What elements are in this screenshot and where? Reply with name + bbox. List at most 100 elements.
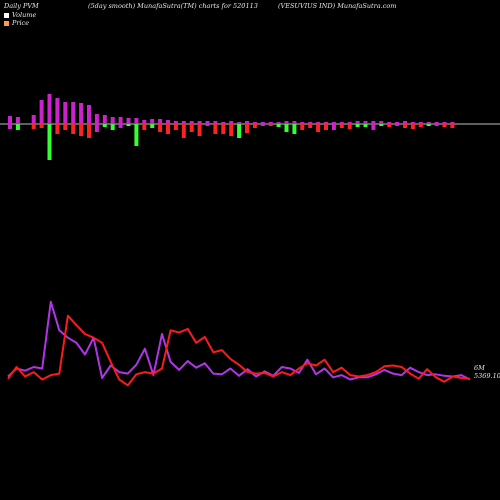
volume-bar-down-18 bbox=[150, 124, 155, 128]
volume-bar-down-15 bbox=[126, 124, 131, 126]
volume-bar-up-20 bbox=[166, 120, 170, 124]
volume-bar-down-40 bbox=[324, 124, 328, 130]
volume-bar-down-20 bbox=[166, 124, 170, 134]
volume-bar-up-42 bbox=[339, 122, 344, 124]
chart-header-center: (5day smooth) MunafaSutra(TM) charts for… bbox=[88, 2, 258, 10]
volume-bar-down-50 bbox=[403, 124, 407, 128]
volume-bar-down-6 bbox=[55, 124, 60, 134]
volume-bar-up-0 bbox=[8, 116, 12, 124]
volume-bar-up-37 bbox=[300, 122, 305, 124]
price-line bbox=[7, 314, 471, 387]
volume-bar-up-46 bbox=[371, 121, 376, 124]
volume-bar-down-9 bbox=[79, 124, 84, 136]
volume-bar-down-17 bbox=[142, 124, 147, 130]
volume-bar-up-27 bbox=[221, 122, 226, 124]
volume-bar-down-45 bbox=[363, 124, 368, 127]
volume-bar-up-6 bbox=[55, 98, 60, 124]
volume-bar-down-39 bbox=[316, 124, 321, 132]
chart-header-left: Daily PVM bbox=[4, 2, 39, 10]
volume-bar-down-30 bbox=[245, 124, 249, 133]
volume-bar-down-42 bbox=[339, 124, 344, 128]
volume-bar-down-19 bbox=[158, 124, 163, 132]
volume-bar-down-32 bbox=[260, 124, 265, 126]
legend-volume-label: Volume bbox=[12, 11, 37, 19]
volume-bar-up-1 bbox=[15, 117, 20, 124]
volume-bar-up-22 bbox=[181, 121, 186, 124]
volume-bar-up-50 bbox=[403, 121, 407, 124]
volume-bar-up-36 bbox=[292, 121, 297, 124]
volume-bar-up-54 bbox=[434, 122, 439, 124]
volume-bar-up-39 bbox=[316, 122, 321, 124]
legend-volume: Volume bbox=[4, 11, 36, 19]
volume-bar-down-23 bbox=[189, 124, 194, 132]
volume-bar-up-45 bbox=[363, 121, 368, 124]
volume-bar-up-43 bbox=[347, 122, 352, 124]
volume-bar-down-27 bbox=[221, 124, 226, 134]
volume-bar-down-3 bbox=[31, 124, 36, 129]
volume-bar-up-16 bbox=[134, 118, 139, 124]
volume-bar-down-52 bbox=[418, 124, 423, 127]
volume-bar-up-7 bbox=[63, 102, 68, 124]
volume-bar-down-12 bbox=[102, 124, 107, 127]
volume-bar-down-7 bbox=[63, 124, 68, 130]
volume-bar-up-41 bbox=[331, 122, 336, 124]
volume-bar-down-34 bbox=[276, 124, 281, 127]
volume-bar-up-24 bbox=[197, 121, 202, 124]
volume-bar-down-36 bbox=[292, 124, 297, 134]
volume-bar-down-22 bbox=[181, 124, 186, 138]
volume-bar-up-56 bbox=[450, 122, 455, 124]
volume-bar-up-14 bbox=[118, 117, 123, 124]
volume-bar-up-18 bbox=[150, 119, 155, 124]
volume-bar-down-54 bbox=[434, 124, 439, 126]
volume-bar-up-5 bbox=[47, 94, 52, 124]
volume-bar-down-5 bbox=[47, 124, 52, 160]
volume-bar-up-30 bbox=[245, 121, 249, 124]
volume-bar-up-9 bbox=[79, 103, 84, 124]
volume-bar-down-11 bbox=[94, 124, 99, 132]
volume-bar-up-49 bbox=[395, 122, 400, 124]
volume-bar-up-53 bbox=[426, 122, 431, 124]
volume-bar-down-1 bbox=[15, 124, 20, 130]
volume-bar-down-44 bbox=[355, 124, 360, 127]
volume-bar-up-15 bbox=[126, 118, 131, 124]
volume-bar-up-32 bbox=[260, 122, 265, 124]
volume-bar-down-43 bbox=[347, 124, 352, 129]
volume-bar-down-14 bbox=[118, 124, 123, 128]
legend-price-swatch bbox=[4, 20, 9, 26]
volume-bar-down-46 bbox=[371, 124, 376, 130]
volume-bar-up-23 bbox=[189, 121, 194, 124]
volume-bar-up-31 bbox=[252, 122, 257, 124]
volume-bar-up-13 bbox=[110, 117, 115, 124]
volume-bar-up-3 bbox=[31, 115, 36, 124]
volume-bar-up-34 bbox=[276, 122, 281, 124]
volume-bar-down-25 bbox=[205, 124, 210, 126]
volume-bar-up-51 bbox=[410, 122, 415, 124]
volume-bar-down-35 bbox=[284, 124, 289, 132]
volume-bar-up-48 bbox=[387, 122, 392, 124]
volume-bar-down-13 bbox=[110, 124, 115, 130]
volume-bar-up-38 bbox=[308, 122, 313, 124]
volume-bar-up-33 bbox=[268, 122, 273, 124]
volume-bar-down-4 bbox=[39, 124, 44, 128]
volume-bar-down-21 bbox=[173, 124, 178, 130]
volume-bar-up-44 bbox=[355, 121, 360, 124]
volume-bar-up-21 bbox=[173, 121, 178, 124]
volume-bar-down-33 bbox=[268, 124, 273, 126]
volume-bar-up-12 bbox=[102, 115, 107, 124]
volume-bar-down-16 bbox=[134, 124, 139, 146]
legend-volume-swatch bbox=[4, 12, 9, 18]
volume-bar-up-35 bbox=[284, 121, 289, 124]
volume-bar-up-29 bbox=[237, 122, 242, 124]
volume-bar-down-53 bbox=[426, 124, 431, 126]
volume-bar-up-52 bbox=[418, 122, 423, 124]
last-price-label-top: 6M bbox=[474, 364, 485, 372]
volume-bar-up-40 bbox=[324, 122, 328, 124]
volume-bar-down-31 bbox=[252, 124, 257, 128]
volume-bar-up-28 bbox=[229, 121, 234, 124]
volume-bar-down-55 bbox=[442, 124, 447, 127]
volume-bar-down-29 bbox=[237, 124, 242, 138]
volume-bar-down-38 bbox=[308, 124, 313, 128]
chart-header-right: (VESUVIUS IND) MunafaSutra.com bbox=[278, 2, 397, 10]
